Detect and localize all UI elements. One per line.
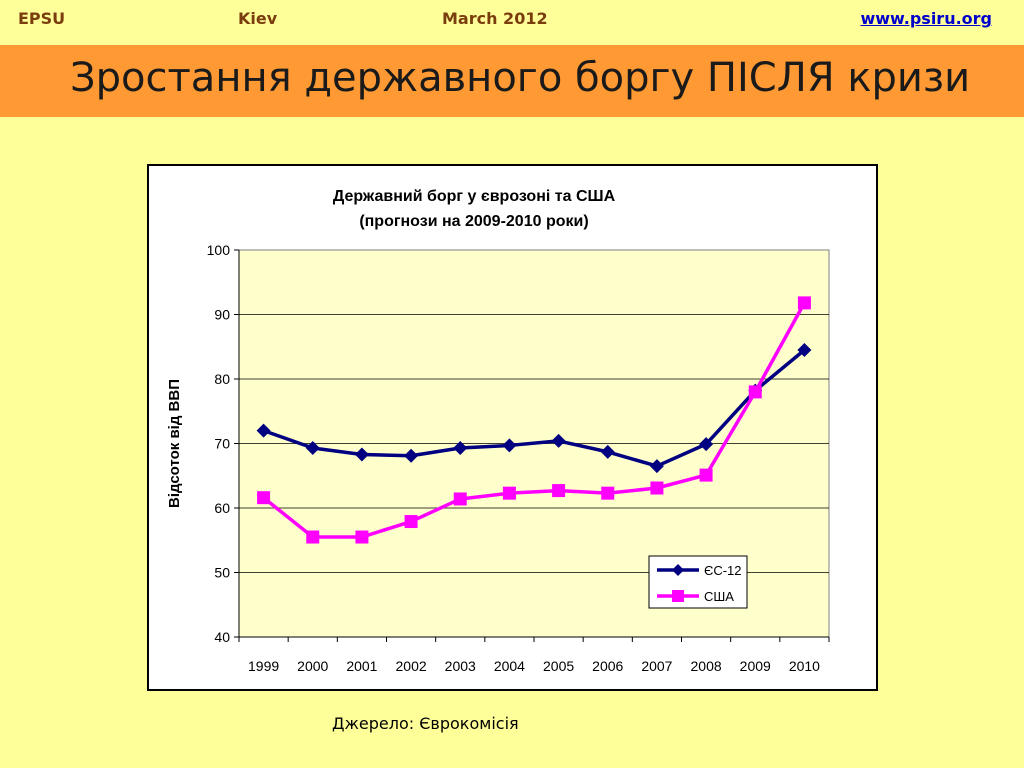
point-usa-2001	[355, 530, 369, 544]
point-eu12-1999	[256, 423, 271, 438]
chart-subtitle: (прогнози на 2009-2010 роки)	[359, 213, 588, 230]
x-tick-label-2008: 2008	[691, 658, 722, 674]
header-date: March 2012	[442, 9, 548, 28]
legend-label-1: США	[704, 589, 734, 604]
x-tick-label-2007: 2007	[641, 658, 672, 674]
x-tick-label-2003: 2003	[445, 658, 476, 674]
y-tick-label-60: 60	[214, 500, 230, 516]
x-tick-label-2010: 2010	[789, 658, 820, 674]
x-tick-label-2004: 2004	[494, 658, 525, 674]
y-tick-label-40: 40	[214, 629, 230, 645]
legend-marker-1	[672, 590, 684, 602]
y-tick-label-90: 90	[214, 307, 230, 323]
point-eu12-2002	[404, 448, 419, 463]
point-usa-2005	[552, 484, 566, 498]
point-usa-2003	[453, 492, 467, 506]
point-eu12-2004	[502, 438, 517, 453]
point-eu12-2010	[797, 342, 812, 357]
y-tick-label-70: 70	[214, 436, 230, 452]
debt-line-chart: Державний борг у єврозоні та США (прогноз…	[166, 188, 830, 674]
y-axis-label: Відсоток від ВВП	[166, 379, 183, 508]
header-city: Kiev	[238, 9, 278, 28]
y-tick-label-100: 100	[207, 242, 231, 258]
chart-title: Державний борг у єврозоні та США	[333, 188, 616, 205]
point-usa-2010	[797, 296, 811, 310]
x-tick-label-2002: 2002	[396, 658, 427, 674]
point-usa-2006	[601, 486, 615, 500]
slide-title: Зростання державного боргу ПІСЛЯ кризи	[70, 55, 971, 101]
point-eu12-2007	[649, 459, 664, 474]
legend-box	[648, 555, 748, 609]
x-tick-label-2006: 2006	[592, 658, 623, 674]
slide-header: EPSU Kiev March 2012 www.psiru.org	[0, 0, 1024, 42]
point-eu12-2001	[354, 447, 369, 462]
point-usa-2004	[502, 486, 516, 500]
series-line-eu12	[262, 348, 806, 468]
series-line-usa	[262, 302, 806, 539]
legend-label-0: ЄС-12	[704, 563, 742, 578]
x-tick-label-2005: 2005	[543, 658, 574, 674]
point-usa-2007	[650, 481, 664, 495]
point-eu12-2008	[699, 437, 714, 452]
x-tick-label-2009: 2009	[740, 658, 771, 674]
header-org: EPSU	[18, 9, 66, 28]
point-eu12-2005	[551, 433, 566, 448]
x-tick-label-1999: 1999	[248, 658, 279, 674]
title-banner: Зростання державного боргу ПІСЛЯ кризи	[0, 45, 1024, 117]
source-note: Джерело: Єврокомісія	[332, 714, 519, 733]
point-usa-2009	[748, 385, 762, 399]
x-tick-label-2001: 2001	[346, 658, 377, 674]
x-tick-label-2000: 2000	[297, 658, 328, 674]
y-tick-label-50: 50	[214, 565, 230, 581]
point-usa-2000	[306, 530, 320, 544]
point-eu12-2003	[453, 441, 468, 456]
point-usa-2008	[699, 468, 713, 482]
y-tick-label-80: 80	[214, 371, 230, 387]
chart-frame: Державний борг у єврозоні та США (прогноз…	[147, 164, 878, 691]
legend-marker-0	[672, 564, 684, 576]
point-eu12-2006	[600, 444, 615, 459]
point-eu12-2000	[305, 441, 320, 456]
point-usa-1999	[257, 491, 271, 505]
header-website-link[interactable]: www.psiru.org	[860, 9, 992, 28]
point-usa-2002	[404, 515, 418, 529]
